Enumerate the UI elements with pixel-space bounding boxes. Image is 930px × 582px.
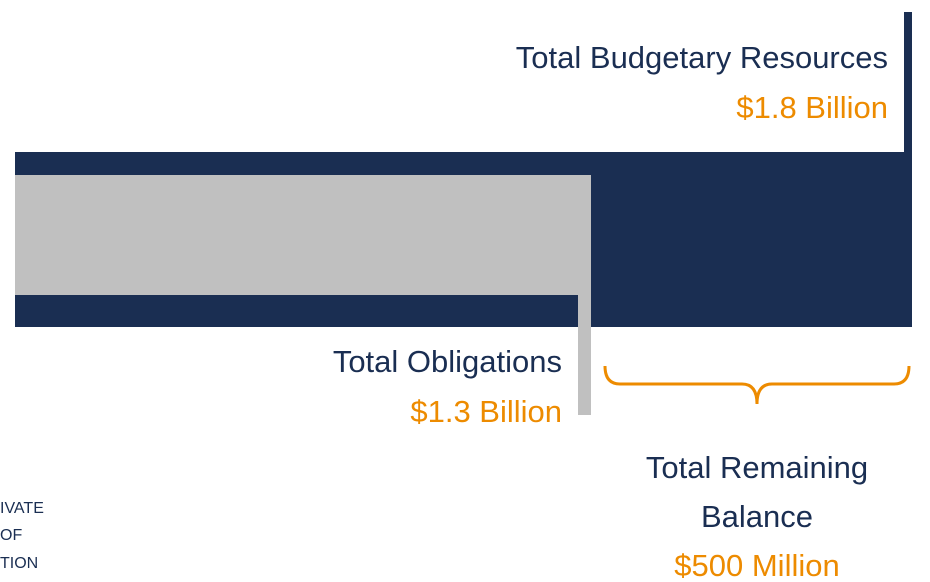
remaining-amount: $500 Million bbox=[674, 548, 839, 582]
side-note: IVATE bbox=[0, 500, 44, 517]
budget-label: Total Budgetary Resources bbox=[516, 40, 888, 75]
remaining-label: Total Remaining bbox=[646, 450, 868, 485]
remaining-label: Balance bbox=[701, 499, 813, 534]
budget-amount: $1.8 Billion bbox=[736, 90, 888, 125]
obligations-marker bbox=[578, 175, 591, 415]
obligations-amount: $1.3 Billion bbox=[410, 394, 562, 429]
remaining-bracket bbox=[603, 365, 911, 405]
side-note: OF bbox=[0, 527, 22, 544]
obligations-bar bbox=[15, 175, 591, 295]
budget-marker bbox=[904, 12, 912, 327]
side-note: TION bbox=[0, 555, 38, 572]
obligations-label: Total Obligations bbox=[333, 344, 562, 379]
